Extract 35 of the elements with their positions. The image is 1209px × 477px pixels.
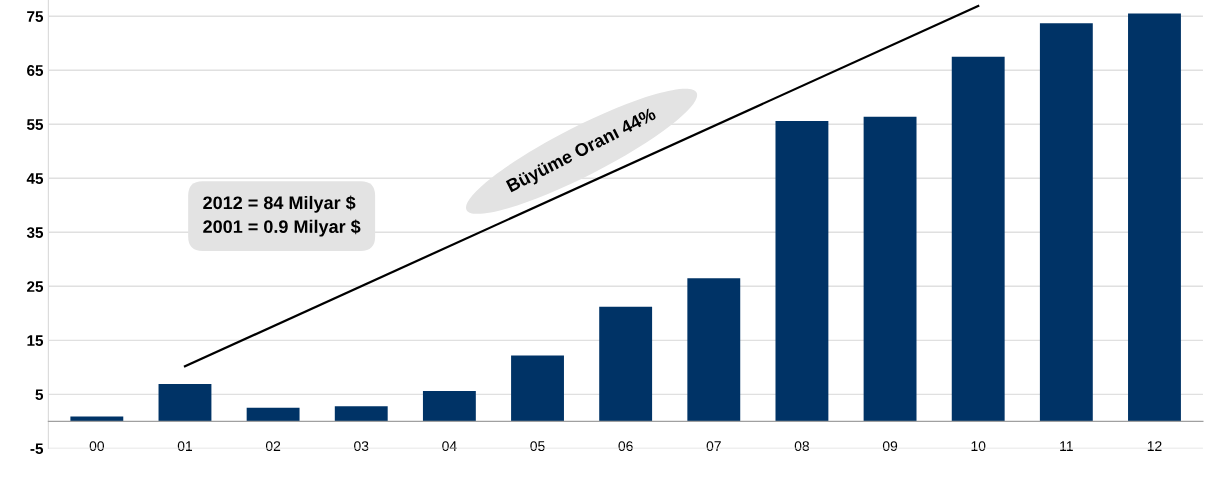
y-tick-label: 25 xyxy=(27,281,44,292)
x-tick-label: 02 xyxy=(265,441,281,452)
x-tick-label: 10 xyxy=(971,441,986,452)
bar xyxy=(511,355,564,422)
y-tick-label: 15 xyxy=(27,335,44,347)
y-tick-label: 55 xyxy=(26,119,44,130)
bar xyxy=(1128,13,1181,422)
bar xyxy=(775,121,829,422)
x-tick-label: 03 xyxy=(354,441,369,452)
x-tick-label: 06 xyxy=(618,441,633,452)
bar xyxy=(334,406,388,422)
y-tick-label: 5 xyxy=(35,389,44,401)
bar xyxy=(1039,23,1093,422)
bar xyxy=(599,306,653,422)
y-tick-label: 75 xyxy=(27,11,44,22)
y-tick-label: 35 xyxy=(26,227,44,238)
bar xyxy=(158,384,212,422)
bar xyxy=(687,278,741,422)
y-tick-label: 65 xyxy=(27,65,44,76)
x-tick-label: 09 xyxy=(882,441,898,452)
x-tick-label: 12 xyxy=(1147,441,1162,451)
annotation: 2012 = 84 Milyar $ 2001 = 0.9 Milyar $ xyxy=(203,195,361,237)
x-tick-label: 08 xyxy=(794,441,810,452)
x-tick-label: 04 xyxy=(442,441,457,452)
bar xyxy=(863,116,917,422)
y-tick-label: -5 xyxy=(30,443,44,455)
bar xyxy=(246,407,300,422)
bar xyxy=(951,56,1005,422)
x-tick-label: 11 xyxy=(1060,441,1073,451)
x-tick-label: 05 xyxy=(530,441,545,452)
x-tick-label: 07 xyxy=(706,441,721,452)
x-tick-label: 00 xyxy=(89,441,105,452)
bar xyxy=(422,391,476,422)
y-tick-label: 45 xyxy=(26,173,44,184)
x-tick-label: 01 xyxy=(177,441,193,452)
